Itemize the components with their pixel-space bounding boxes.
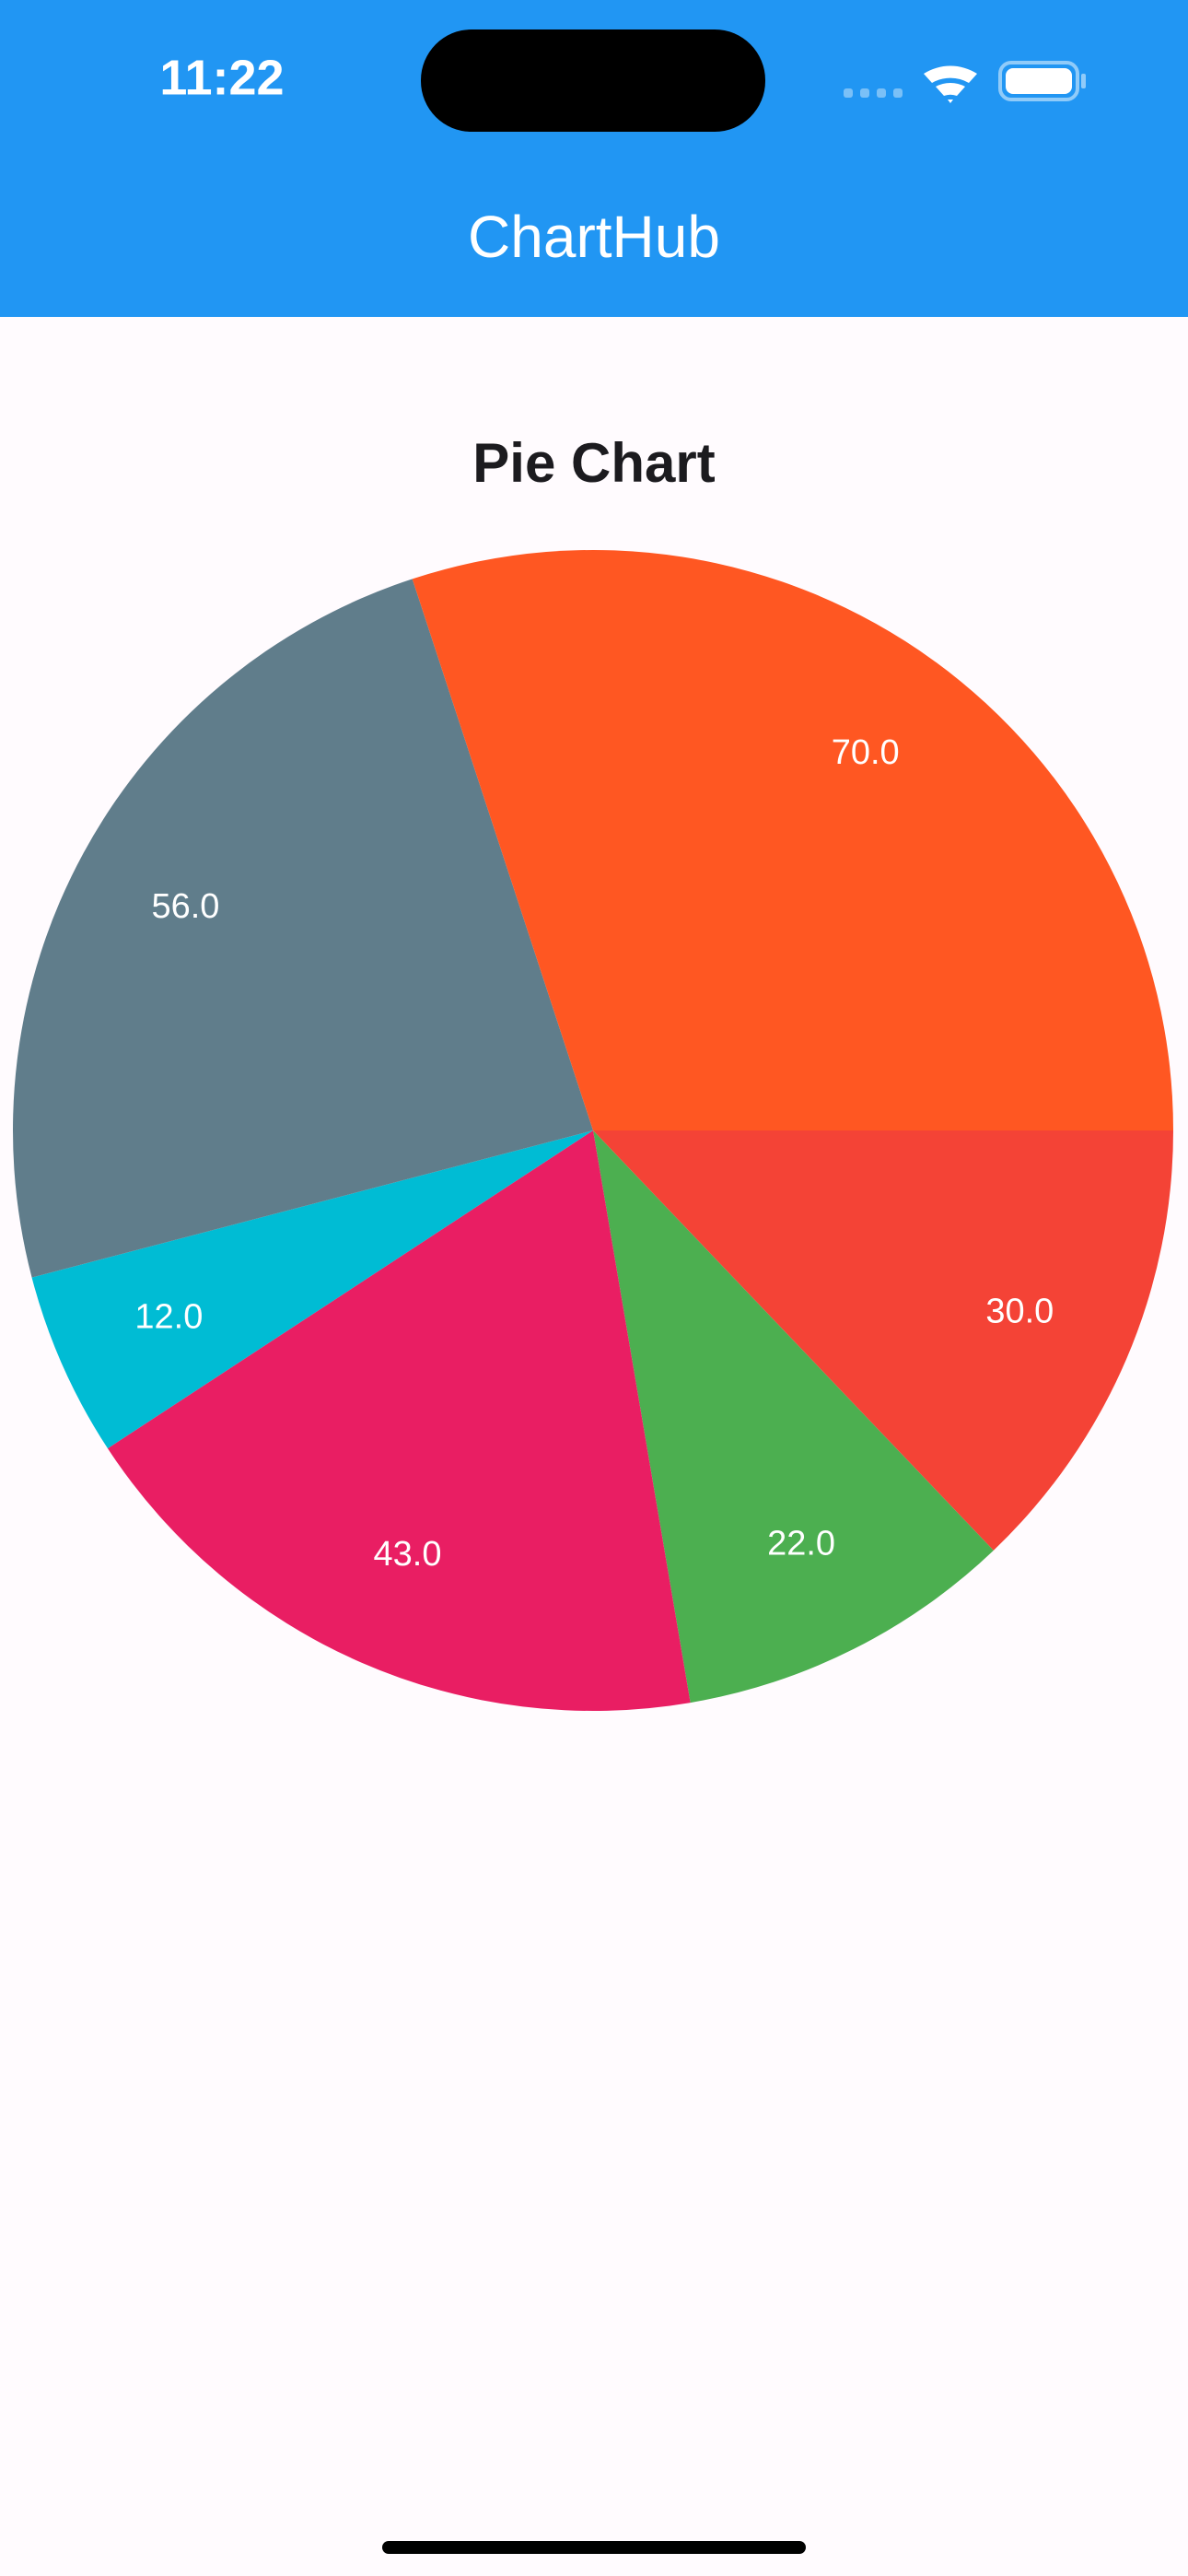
slice-label: 43.0 (374, 1535, 442, 1574)
slice-label: 22.0 (767, 1524, 835, 1563)
wifi-icon (924, 65, 977, 103)
slice-label: 30.0 (985, 1292, 1054, 1330)
signal-icon (844, 88, 903, 98)
slice-label: 12.0 (134, 1298, 203, 1337)
dynamic-island (421, 29, 765, 132)
slice-label: 56.0 (151, 887, 219, 926)
pie-slice (412, 550, 1174, 1130)
chart-title: Pie Chart (472, 432, 715, 494)
battery-icon (998, 61, 1086, 101)
pie-slice (31, 1130, 593, 1449)
pie-slice (593, 1130, 994, 1704)
pie: 30.0 22.0 43.0 12.0 56.0 70.0 (13, 550, 1174, 1712)
status-time: 11:22 (159, 50, 284, 105)
home-indicator (382, 2541, 806, 2554)
slice-label: 70.0 (832, 733, 900, 772)
app-title: ChartHub (468, 204, 720, 270)
pie-slice (13, 579, 593, 1278)
pie-slice (593, 1130, 1173, 1551)
pie-slice (107, 1130, 691, 1712)
